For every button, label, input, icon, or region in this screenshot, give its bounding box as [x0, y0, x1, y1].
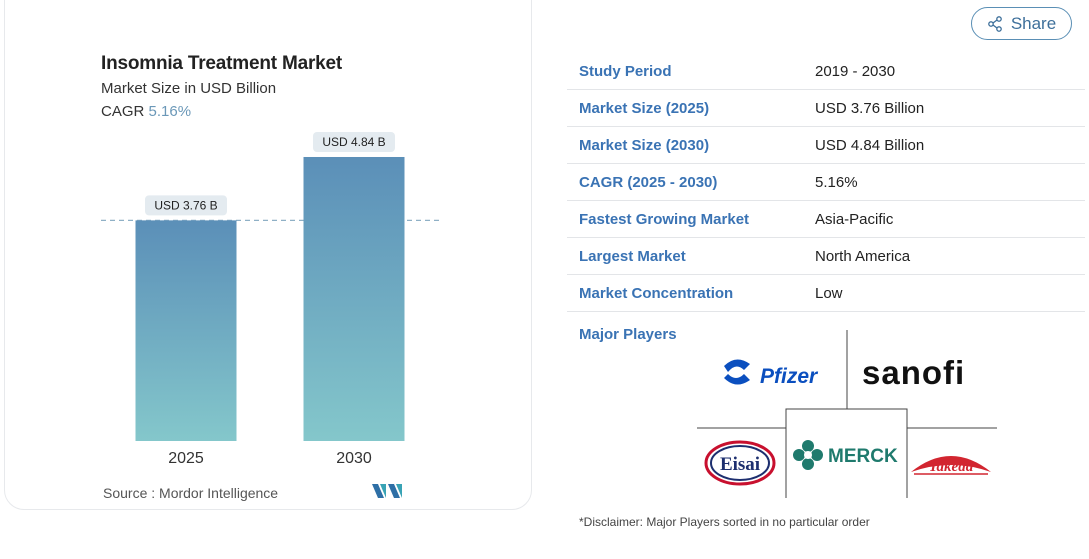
cagr-label: CAGR	[101, 103, 145, 120]
data-label: USD 4.84 B	[322, 135, 385, 149]
info-key[interactable]: Market Size (2025)	[567, 89, 815, 127]
pfizer-logo-text: Pfizer	[760, 365, 819, 388]
table-row: Market Concentration Low	[567, 274, 1085, 312]
table-row: Market Size (2025) USD 3.76 Billion	[567, 89, 1085, 127]
share-button[interactable]: Share	[971, 7, 1072, 40]
major-players-label[interactable]: Major Players	[579, 326, 677, 343]
eisai-logo: Eisai	[704, 440, 776, 486]
merck-logo-icon: MERCK	[793, 440, 898, 470]
table-row: Largest Market North America	[567, 237, 1085, 275]
table-row: Fastest Growing Market Asia-Pacific	[567, 200, 1085, 238]
cagr-value: 5.16%	[148, 103, 192, 120]
merck-logo: MERCK	[792, 438, 900, 472]
disclaimer: *Disclaimer: Major Players sorted in no …	[579, 515, 870, 529]
chart-cagr: CAGR 5.16%	[101, 103, 191, 120]
chart-title: Insomnia Treatment Market	[101, 53, 343, 74]
info-value: Low	[815, 274, 1085, 312]
takeda-logo-text: Takeda	[929, 459, 974, 475]
data-label-bg	[145, 195, 227, 216]
info-value: North America	[815, 237, 1085, 275]
info-value: 2019 - 2030	[815, 53, 1085, 90]
info-key[interactable]: Market Concentration	[567, 274, 815, 312]
data-label: USD 3.76 B	[154, 198, 217, 212]
info-key[interactable]: CAGR (2025 - 2030)	[567, 163, 815, 201]
info-value: Asia-Pacific	[815, 200, 1085, 238]
pfizer-logo-icon: Pfizer	[724, 359, 819, 388]
takeda-logo: Takeda	[908, 446, 994, 478]
info-value: 5.16%	[815, 163, 1085, 201]
info-value: USD 4.84 Billion	[815, 126, 1085, 164]
data-label-bg	[313, 131, 395, 152]
eisai-logo-text: Eisai	[720, 454, 760, 475]
info-key[interactable]: Study Period	[567, 53, 815, 90]
share-label: Share	[1010, 13, 1057, 33]
bar-2025	[135, 220, 237, 441]
table-row: CAGR (2025 - 2030) 5.16%	[567, 163, 1085, 201]
chart-subtitle: Market Size in USD Billion	[101, 80, 277, 97]
sanofi-logo-icon: sanofi	[862, 354, 965, 391]
chart-source: Source : Mordor Intelligence	[103, 485, 279, 501]
x-tick-label: 2030	[336, 450, 372, 467]
bar-chart: USD 3.76 B 2025 USD 4.84 B 2030	[101, 131, 442, 467]
info-key[interactable]: Market Size (2030)	[567, 126, 815, 164]
sanofi-logo: sanofi	[858, 350, 986, 396]
merck-logo-text: MERCK	[828, 446, 898, 467]
chart-card	[4, 0, 532, 510]
mordor-intelligence-logo-icon	[372, 484, 402, 498]
share-icon	[987, 15, 1002, 32]
bar-2030	[303, 156, 405, 442]
sanofi-logo-text: sanofi	[862, 354, 965, 391]
x-tick-label: 2025	[168, 450, 204, 467]
info-key[interactable]: Largest Market	[567, 237, 815, 275]
table-row: Study Period 2019 - 2030	[567, 53, 1085, 90]
eisai-logo-icon: Eisai	[704, 440, 776, 486]
table-row: Market Size (2030) USD 4.84 Billion	[567, 126, 1085, 164]
info-value: USD 3.76 Billion	[815, 89, 1085, 127]
info-key[interactable]: Fastest Growing Market	[567, 200, 815, 238]
market-info-table: Study Period 2019 - 2030 Market Size (20…	[567, 53, 1085, 312]
pfizer-logo: Pfizer	[718, 350, 838, 400]
takeda-logo-icon: Takeda	[911, 456, 991, 475]
